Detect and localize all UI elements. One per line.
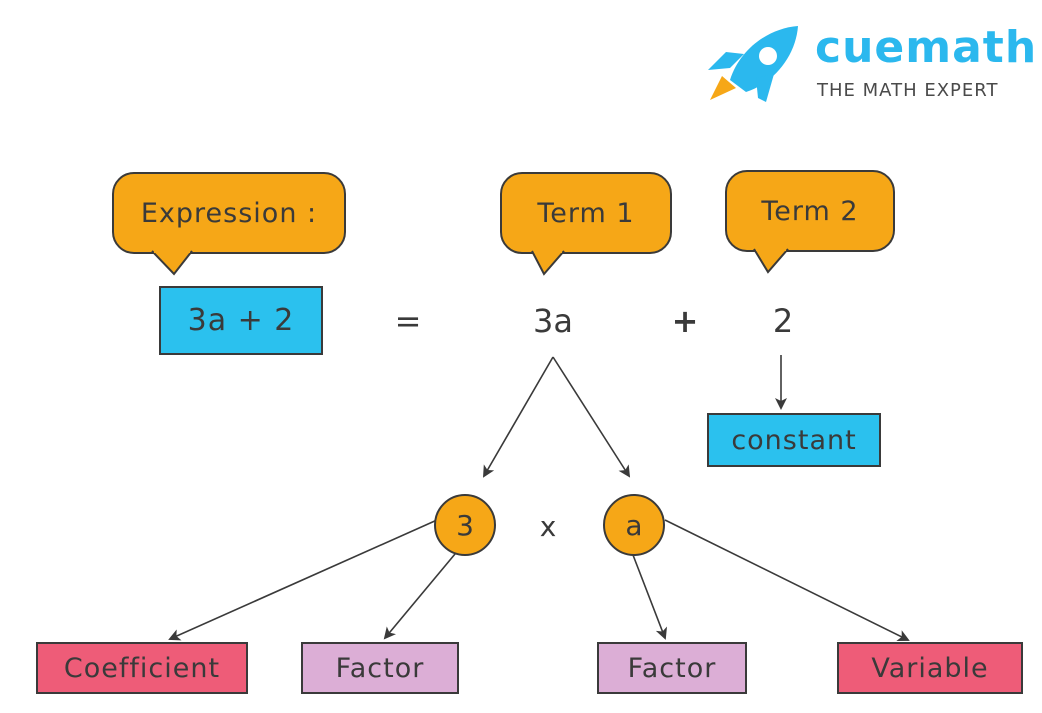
factor-box-right: Factor xyxy=(597,642,747,694)
constant-label: constant xyxy=(731,424,857,456)
expression-bubble-tail xyxy=(151,250,193,276)
factor-right-label: Factor xyxy=(627,652,717,684)
plus-sign: + xyxy=(671,302,699,340)
term2-bubble: Term 2 xyxy=(725,170,895,252)
arrow-3a-to-a xyxy=(552,356,631,478)
expression-bubble: Expression : xyxy=(112,172,346,254)
arrow-3a-to-3 xyxy=(482,356,554,478)
coefficient-box: Coefficient xyxy=(36,642,248,694)
factor-circle-3: 3 xyxy=(434,494,496,556)
expression-bubble-label: Expression : xyxy=(140,197,318,229)
term1-bubble-tail xyxy=(531,250,565,276)
expression-box: 3a + 2 xyxy=(159,286,323,355)
arrow-a-to-factor xyxy=(632,554,668,640)
logo-name: cuemath xyxy=(815,22,1038,73)
coefficient-label: Coefficient xyxy=(63,652,221,684)
term2-bubble-tail xyxy=(753,248,789,274)
arrow-3-to-coefficient xyxy=(168,519,438,641)
times-sign: x xyxy=(539,510,557,543)
logo-tagline: THE MATH EXPERT xyxy=(817,80,999,101)
constant-box: constant xyxy=(707,413,881,467)
factor-a-value: a xyxy=(625,508,643,542)
factor-left-label: Factor xyxy=(335,652,425,684)
variable-box: Variable xyxy=(837,642,1023,694)
variable-label: Variable xyxy=(871,652,989,684)
arrow-3-to-factor xyxy=(383,547,461,640)
factor-circle-a: a xyxy=(603,494,665,556)
term2-bubble-label: Term 2 xyxy=(761,195,859,227)
term1-value: 3a xyxy=(533,302,573,340)
rocket-icon xyxy=(708,26,798,102)
term1-bubble: Term 1 xyxy=(500,172,672,254)
term2-value: 2 xyxy=(772,302,794,340)
term1-bubble-label: Term 1 xyxy=(537,197,635,229)
expression-value: 3a + 2 xyxy=(187,303,295,338)
equals-sign: = xyxy=(394,302,422,340)
arrow-a-to-variable xyxy=(664,519,910,641)
factor-box-left: Factor xyxy=(301,642,459,694)
factor-3-value: 3 xyxy=(456,508,474,542)
